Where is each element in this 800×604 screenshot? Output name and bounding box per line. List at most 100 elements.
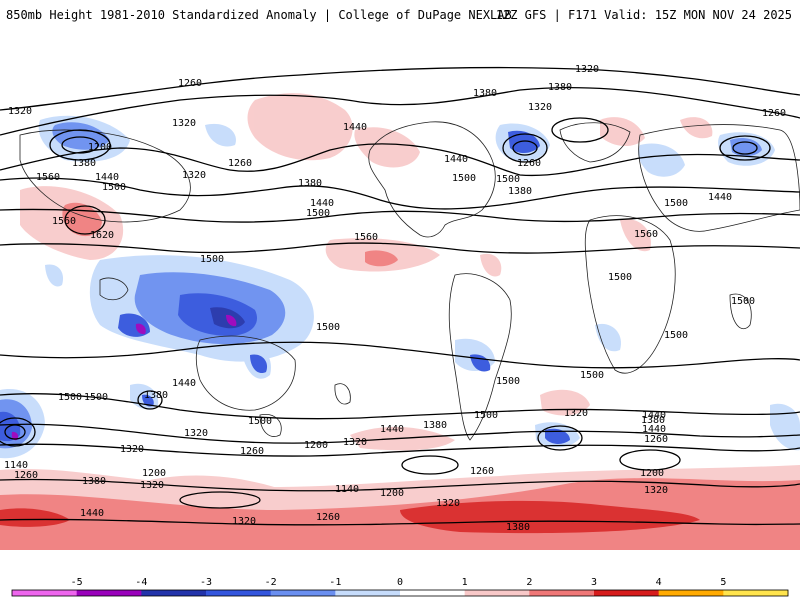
contour-label: 1440 xyxy=(80,508,104,519)
contour-label: 1500 xyxy=(316,322,340,333)
positive-anomaly-shading xyxy=(0,93,800,550)
contour-label: 1380 xyxy=(423,420,447,431)
contour-label: 1380 xyxy=(506,522,530,533)
colorbar-tick-label: -4 xyxy=(135,577,147,588)
contour-label: 1380 xyxy=(641,415,665,426)
contour-label: 1200 xyxy=(380,488,404,499)
contour-label: 1560 xyxy=(52,216,76,227)
contour-labels: 1320 1260 1380 1320 1380 1320 1260 1320 … xyxy=(4,64,786,533)
contour-label: 1560 xyxy=(354,232,378,243)
colorbar-segment xyxy=(76,590,142,596)
contour-label: 1500 xyxy=(102,182,126,193)
contour-label: 1560 xyxy=(36,172,60,183)
contour-label: 1500 xyxy=(731,296,755,307)
colorbar-tick-label: -5 xyxy=(71,577,83,588)
map-header: 850mb Height 1981-2010 Standardized Anom… xyxy=(0,0,800,30)
contour-label: 1500 xyxy=(474,410,498,421)
contour-label: 1380 xyxy=(473,88,497,99)
colorbar-segment xyxy=(594,590,660,596)
colorbar-segment xyxy=(464,590,530,596)
contour-label: 1440 xyxy=(642,424,666,435)
colorbar-tick-labels: -5 -4 -3 -2 -1 0 1 2 3 4 5 xyxy=(71,577,727,588)
colorbar-segment xyxy=(206,590,272,596)
contour-label: 1620 xyxy=(90,230,114,241)
contour-label: 1320 xyxy=(528,102,552,113)
contour-label: 1560 xyxy=(634,229,658,240)
colorbar-segment xyxy=(400,590,466,596)
contour-label: 1320 xyxy=(343,437,367,448)
contour-label: 1260 xyxy=(228,158,252,169)
contour-label: 1200 xyxy=(88,142,112,153)
colorbar-segment xyxy=(141,590,207,596)
colorbar-tick-label: 0 xyxy=(397,577,403,588)
contour-label: 1260 xyxy=(178,78,202,89)
map-panel[interactable]: 1320 1260 1380 1320 1380 1320 1260 1320 … xyxy=(0,40,800,550)
contour-label: 1320 xyxy=(644,485,668,496)
colorbar-outline xyxy=(11,589,789,597)
colorbar-tick-label: 5 xyxy=(720,577,726,588)
contour-label: 1380 xyxy=(144,390,168,401)
colorbar-tick-label: 4 xyxy=(656,577,662,588)
colorbar-segment xyxy=(658,590,724,596)
contour-label: 1320 xyxy=(232,516,256,527)
colorbar-tick-label: 1 xyxy=(462,577,468,588)
contour-label: 1500 xyxy=(200,254,224,265)
colorbar-segment xyxy=(335,590,401,596)
contour-label: 1320 xyxy=(8,106,32,117)
colorbar-segment xyxy=(723,590,789,596)
contour-label: 1440 xyxy=(95,172,119,183)
colorbar-tick-label: -1 xyxy=(329,577,341,588)
contour-label: 1260 xyxy=(762,108,786,119)
colorbar: -5 -4 -3 -2 -1 0 1 2 3 4 5 xyxy=(0,570,800,600)
negative-anomaly-shading xyxy=(0,115,800,459)
contour-label: 1200 xyxy=(142,468,166,479)
contour-label: 1380 xyxy=(82,476,106,487)
colorbar-tick-label: 3 xyxy=(591,577,597,588)
contour-label: 1320 xyxy=(564,408,588,419)
contour-label: 1500 xyxy=(496,174,520,185)
colorbar-segment xyxy=(529,590,595,596)
contour-label: 1260 xyxy=(240,446,264,457)
contour-label: 1140 xyxy=(4,460,28,471)
contour-label: 1440 xyxy=(343,122,367,133)
colorbar-tick-label: -2 xyxy=(265,577,277,588)
anomaly-map[interactable]: 1320 1260 1380 1320 1380 1320 1260 1320 … xyxy=(0,40,800,550)
contour-label: 1500 xyxy=(84,392,108,403)
contour-label: 1500 xyxy=(664,330,688,341)
contour-label: 1440 xyxy=(380,424,404,435)
map-title: 850mb Height 1981-2010 Standardized Anom… xyxy=(6,8,512,22)
colorbar-tick-label: 2 xyxy=(526,577,532,588)
contour-label: 1260 xyxy=(644,434,668,445)
colorbar-segment xyxy=(270,590,336,596)
contour-label: 1500 xyxy=(306,208,330,219)
height-contours xyxy=(0,66,800,526)
contour-label: 1500 xyxy=(664,198,688,209)
contour-label: 1320 xyxy=(575,64,599,75)
contour-label: 1500 xyxy=(608,272,632,283)
colorbar-segment xyxy=(12,590,78,596)
contour-label: 1380 xyxy=(72,158,96,169)
coastlines xyxy=(19,121,800,441)
contour-label: 1500 xyxy=(58,392,82,403)
contour-label: 1500 xyxy=(452,173,476,184)
contour-label: 1320 xyxy=(120,444,144,455)
model-run-info: 12Z GFS | F171 Valid: 15Z MON NOV 24 202… xyxy=(495,8,792,22)
contour-label: 1320 xyxy=(436,498,460,509)
contour-label: 1380 xyxy=(548,82,572,93)
contour-label: 1440 xyxy=(172,378,196,389)
contour-label: 1440 xyxy=(444,154,468,165)
contour-label: 1140 xyxy=(335,484,359,495)
contour-label: 1260 xyxy=(316,512,340,523)
contour-label: 1320 xyxy=(182,170,206,181)
colorbar-segments xyxy=(11,589,789,597)
contour-label: 1320 xyxy=(184,428,208,439)
contour-label: 1500 xyxy=(496,376,520,387)
colorbar-tick-label: -3 xyxy=(200,577,212,588)
contour-label: 1260 xyxy=(14,470,38,481)
contour-label: 1260 xyxy=(470,466,494,477)
contour-label: 1200 xyxy=(640,468,664,479)
contour-label: 1380 xyxy=(508,186,532,197)
contour-label: 1200 xyxy=(304,440,328,451)
contour-label: 1500 xyxy=(580,370,604,381)
contour-label: 1440 xyxy=(708,192,732,203)
